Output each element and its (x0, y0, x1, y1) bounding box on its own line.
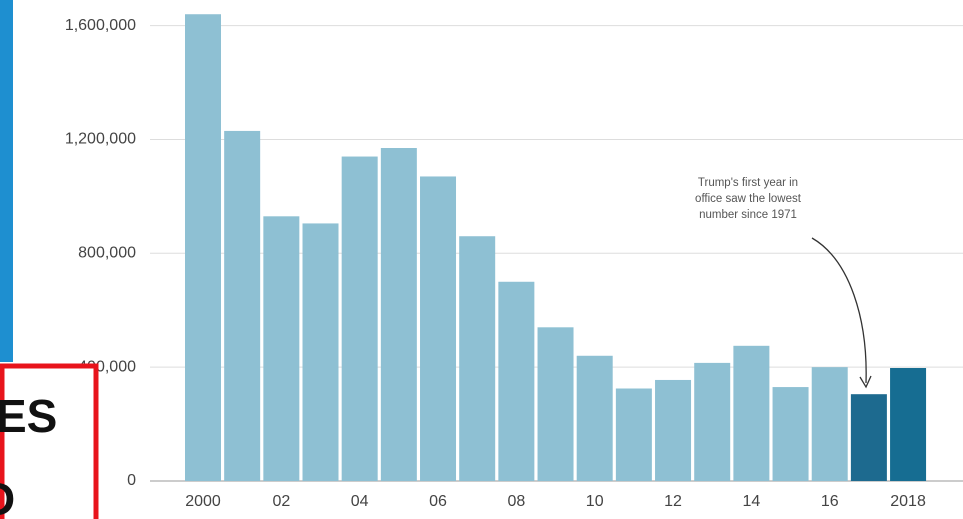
bar (733, 345, 770, 481)
bar (811, 367, 848, 481)
bar (263, 216, 300, 482)
bar (420, 176, 457, 481)
bar (890, 368, 927, 481)
y-tick-label: 800,000 (78, 245, 136, 262)
bar (576, 355, 613, 481)
bar (850, 394, 887, 481)
bar (224, 130, 261, 481)
side-image (0, 0, 13, 362)
x-tick-label: 06 (429, 493, 447, 510)
overlay-text: ES (0, 390, 57, 442)
bar (341, 156, 378, 482)
x-tick-label: 02 (272, 493, 290, 510)
bar (185, 14, 221, 481)
bar (459, 236, 496, 481)
annotation: office saw the lowest (695, 193, 802, 205)
bar (302, 223, 339, 481)
x-tick-label: 12 (664, 493, 682, 510)
y-tick-label: 1,200,000 (65, 131, 136, 148)
x-tick-label: 14 (742, 493, 760, 510)
x-tick-label: 10 (586, 493, 604, 510)
x-tick-label: 16 (821, 493, 839, 510)
bar (498, 281, 535, 481)
x-tick-label: 2000 (185, 493, 221, 510)
annotation-arrow (811, 237, 867, 384)
arrow-head (859, 375, 872, 389)
overlay-box (0, 363, 99, 519)
bar (380, 148, 417, 481)
y-tick-label: 0 (127, 472, 136, 489)
annotation: Trump's first year in (698, 177, 798, 189)
x-tick-label: 2018 (890, 493, 926, 510)
y-tick-label: 1,600,000 (65, 17, 136, 34)
bar (772, 387, 809, 481)
bar (655, 379, 692, 481)
annotation: number since 1971 (699, 209, 797, 221)
bar (694, 362, 731, 481)
overlay-text: D (0, 473, 15, 519)
x-tick-label: 08 (507, 493, 525, 510)
x-tick-label: 04 (351, 493, 369, 510)
bar (615, 388, 652, 481)
bar (537, 327, 574, 481)
